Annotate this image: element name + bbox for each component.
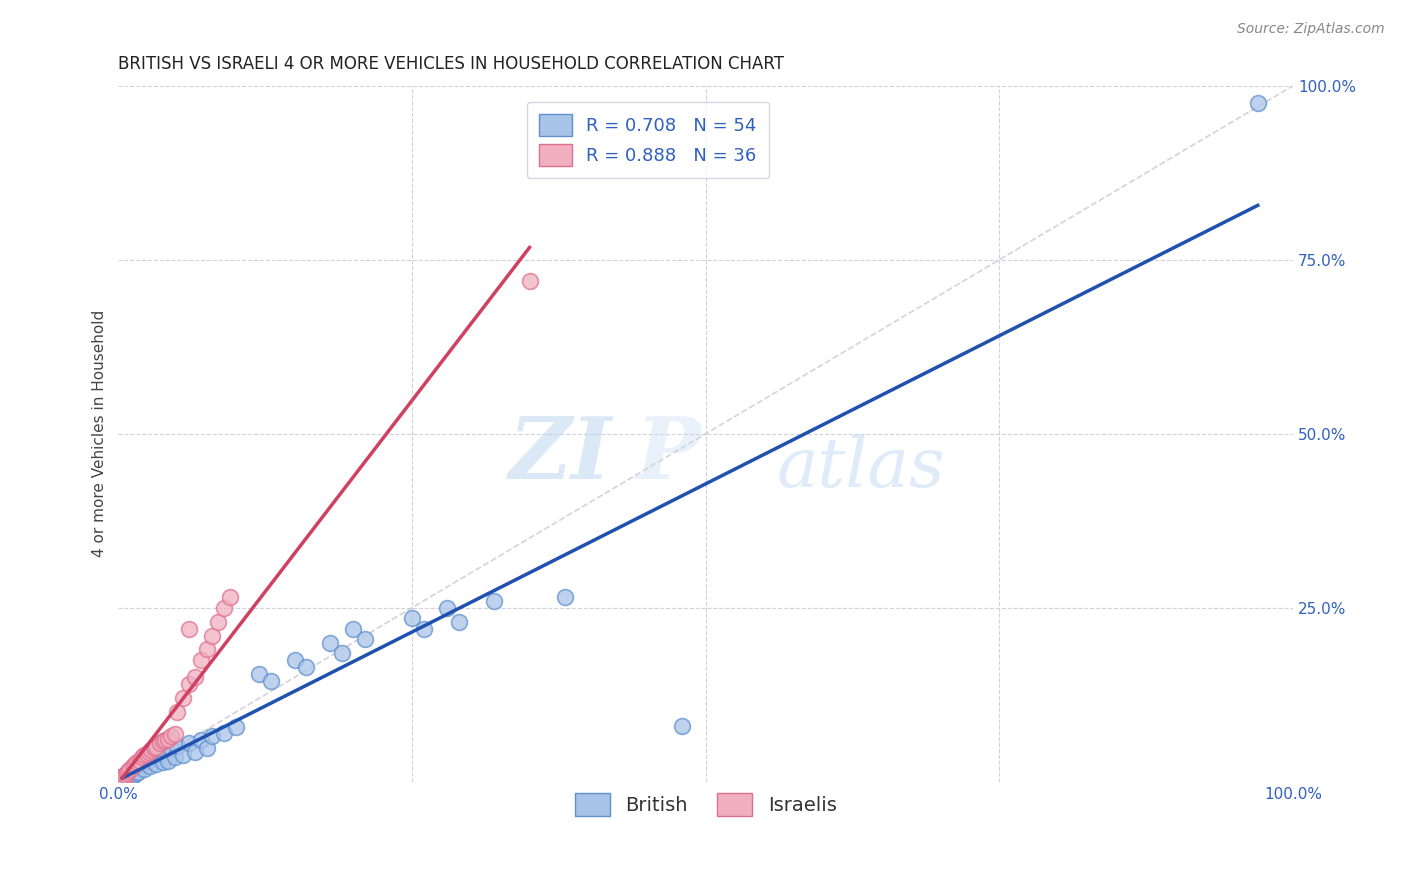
Point bbox=[124, 757, 146, 772]
Point bbox=[201, 730, 224, 744]
Point bbox=[449, 615, 471, 629]
Point bbox=[412, 622, 434, 636]
Point bbox=[401, 611, 423, 625]
Point bbox=[114, 768, 136, 782]
Point bbox=[145, 739, 167, 754]
Point bbox=[111, 771, 134, 785]
Point bbox=[295, 660, 318, 674]
Point bbox=[225, 720, 247, 734]
Point bbox=[121, 762, 143, 776]
Point bbox=[160, 730, 183, 744]
Point bbox=[177, 677, 200, 691]
Point bbox=[127, 759, 149, 773]
Text: BRITISH VS ISRAELI 4 OR MORE VEHICLES IN HOUSEHOLD CORRELATION CHART: BRITISH VS ISRAELI 4 OR MORE VEHICLES IN… bbox=[118, 55, 785, 73]
Point bbox=[117, 766, 139, 780]
Point bbox=[139, 759, 162, 773]
Point bbox=[260, 673, 283, 688]
Point bbox=[131, 750, 153, 764]
Point bbox=[284, 653, 307, 667]
Point bbox=[134, 748, 156, 763]
Point bbox=[184, 746, 207, 760]
Point bbox=[131, 755, 153, 769]
Point bbox=[195, 642, 218, 657]
Point bbox=[484, 593, 506, 607]
Text: ZI: ZI bbox=[509, 413, 612, 496]
Point bbox=[172, 748, 194, 763]
Point bbox=[163, 750, 186, 764]
Point bbox=[124, 761, 146, 775]
Point bbox=[145, 757, 167, 772]
Point bbox=[121, 759, 143, 773]
Point bbox=[122, 768, 145, 782]
Point bbox=[190, 653, 212, 667]
Point bbox=[330, 646, 353, 660]
Point bbox=[155, 743, 177, 757]
Point bbox=[319, 635, 342, 649]
Text: Source: ZipAtlas.com: Source: ZipAtlas.com bbox=[1237, 22, 1385, 37]
Point bbox=[141, 743, 163, 757]
Point bbox=[166, 705, 188, 719]
Point bbox=[342, 622, 364, 636]
Point bbox=[247, 666, 270, 681]
Point bbox=[128, 757, 150, 772]
Point bbox=[219, 591, 242, 605]
Point bbox=[111, 771, 134, 785]
Point bbox=[554, 591, 576, 605]
Point bbox=[115, 766, 138, 780]
Point bbox=[156, 754, 179, 768]
Legend: British, Israelis: British, Israelis bbox=[567, 785, 845, 824]
Point bbox=[152, 755, 174, 769]
Point bbox=[118, 772, 141, 786]
Text: atlas: atlas bbox=[776, 435, 945, 502]
Point bbox=[1247, 96, 1270, 111]
Point bbox=[112, 769, 135, 783]
Point bbox=[155, 733, 177, 747]
Point bbox=[152, 734, 174, 748]
Point bbox=[128, 754, 150, 768]
Point bbox=[138, 746, 160, 760]
Point bbox=[134, 762, 156, 776]
Point bbox=[112, 772, 135, 787]
Point bbox=[120, 764, 142, 779]
Point bbox=[207, 615, 229, 629]
Text: P: P bbox=[636, 413, 700, 496]
Point bbox=[177, 622, 200, 636]
Y-axis label: 4 or more Vehicles in Household: 4 or more Vehicles in Household bbox=[93, 310, 107, 558]
Point bbox=[136, 754, 159, 768]
Point bbox=[212, 600, 235, 615]
Point bbox=[166, 739, 188, 753]
Point bbox=[148, 736, 170, 750]
Point bbox=[142, 750, 165, 764]
Point bbox=[177, 736, 200, 750]
Point bbox=[127, 764, 149, 779]
Point bbox=[114, 768, 136, 782]
Point bbox=[120, 769, 142, 783]
Point bbox=[156, 731, 179, 746]
Point bbox=[172, 691, 194, 706]
Point bbox=[671, 719, 693, 733]
Point bbox=[135, 747, 157, 761]
Point bbox=[160, 741, 183, 756]
Point bbox=[201, 629, 224, 643]
Point bbox=[148, 747, 170, 761]
Point bbox=[212, 726, 235, 740]
Point bbox=[112, 769, 135, 783]
Point bbox=[354, 632, 377, 646]
Point bbox=[117, 764, 139, 779]
Point bbox=[112, 772, 135, 787]
Point bbox=[127, 755, 149, 769]
Point bbox=[519, 274, 541, 288]
Point bbox=[163, 727, 186, 741]
Point bbox=[195, 741, 218, 756]
Point bbox=[125, 766, 148, 780]
Point bbox=[115, 771, 138, 785]
Point bbox=[184, 670, 207, 684]
Point bbox=[436, 600, 458, 615]
Point bbox=[120, 762, 142, 776]
Point bbox=[190, 733, 212, 747]
Point bbox=[142, 741, 165, 756]
